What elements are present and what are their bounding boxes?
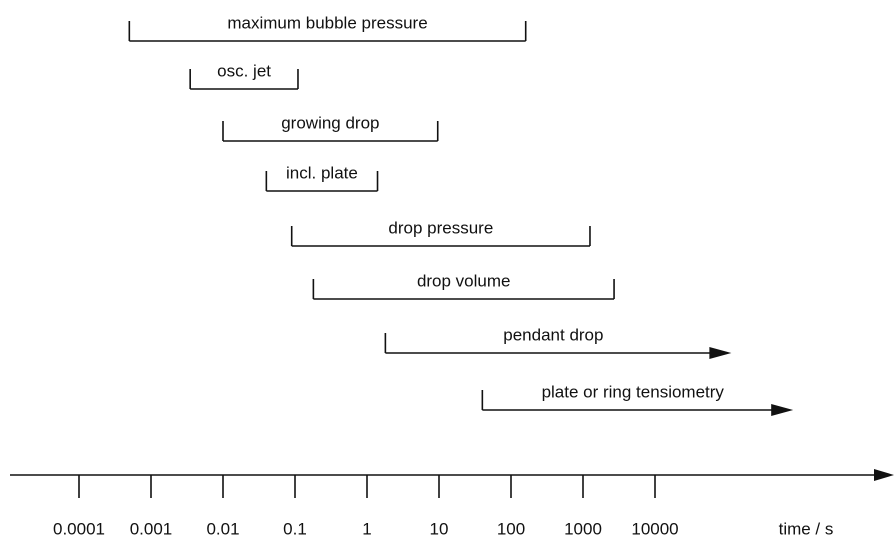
range-arrow-head xyxy=(771,404,794,416)
range-label: pendant drop xyxy=(503,325,603,344)
x-tick-label: 1 xyxy=(362,519,371,538)
range-label: drop pressure xyxy=(388,218,493,237)
x-axis-label: time / s xyxy=(779,519,834,538)
x-tick-label: 100 xyxy=(497,519,525,538)
range-arrow-head xyxy=(709,347,732,359)
range-label: plate or ring tensiometry xyxy=(542,382,725,401)
x-tick-label: 0.01 xyxy=(206,519,239,538)
range-label: osc. jet xyxy=(217,61,271,80)
x-tick-label: 0.1 xyxy=(283,519,307,538)
x-tick-label: 10 xyxy=(430,519,449,538)
range-label: maximum bubble pressure xyxy=(227,13,427,32)
x-tick-label: 0.001 xyxy=(130,519,173,538)
x-tick-label: 1000 xyxy=(564,519,602,538)
range-label: growing drop xyxy=(281,113,379,132)
range-label: incl. plate xyxy=(286,163,358,182)
x-tick-label: 0.0001 xyxy=(53,519,105,538)
range-label: drop volume xyxy=(417,271,511,290)
x-axis-arrow xyxy=(874,469,894,481)
x-tick-label: 10000 xyxy=(631,519,678,538)
